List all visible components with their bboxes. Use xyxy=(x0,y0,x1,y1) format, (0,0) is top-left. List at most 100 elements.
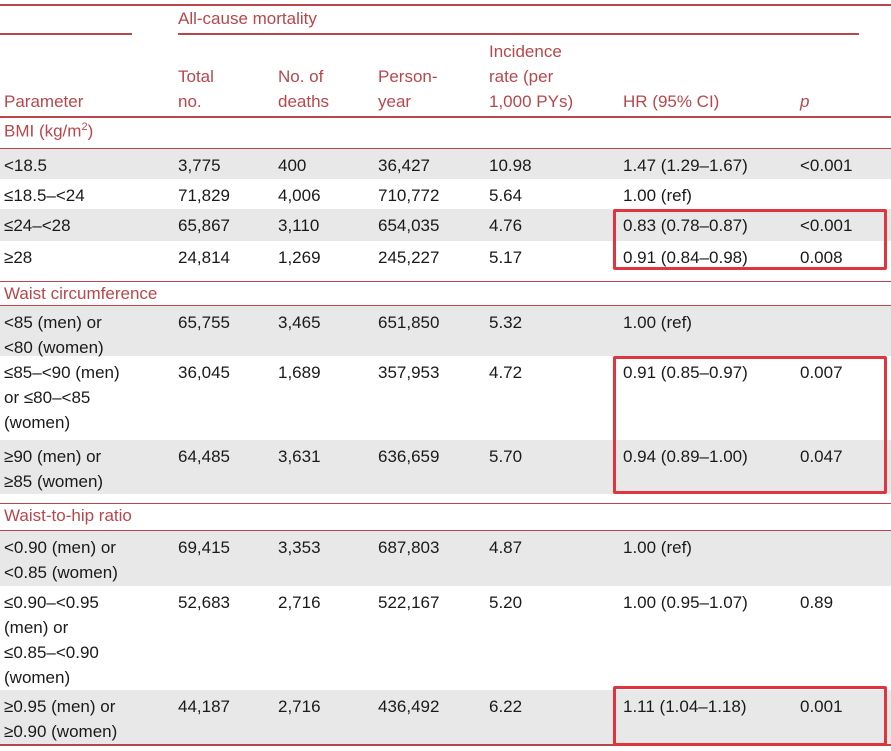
cell-person-year: 636,659 xyxy=(378,447,440,466)
section-row: BMI (kg/m2) xyxy=(0,118,891,149)
cell-hr-95-ci: 0.91 (0.84–0.98) xyxy=(623,248,748,267)
cell-parameter: ≤85–<90 (men) or ≤80–<85 (women) xyxy=(4,363,120,432)
section-label-text: Waist-to-hip ratio xyxy=(4,506,132,525)
column-header-p-value: p xyxy=(800,92,810,111)
cell-hr-95-ci: 1.11 (1.04–1.18) xyxy=(623,697,747,716)
cell-person-year: 522,167 xyxy=(378,593,440,612)
cell-person-year: 687,803 xyxy=(378,538,440,557)
column-header-hr-95-ci: HR (95% CI) xyxy=(623,92,720,111)
cell-p-value: 0.89 xyxy=(800,593,834,612)
cell-total-no: 3,775 xyxy=(178,156,221,175)
cell-parameter: ≥28 xyxy=(4,248,33,267)
cell-no-of-deaths: 3,631 xyxy=(278,447,321,466)
section-label: Waist-to-hip ratio xyxy=(4,506,132,526)
cell-incidence-rate: 5.17 xyxy=(489,248,523,267)
column-header-total-no: Total no. xyxy=(178,67,214,111)
cell-no-of-deaths: 2,716 xyxy=(278,593,321,612)
cell-parameter: <85 (men) or <80 (women) xyxy=(4,313,104,357)
header-bottom-rule xyxy=(0,116,891,118)
cell-no-of-deaths: 3,465 xyxy=(278,313,321,332)
cell-hr-95-ci: 0.83 (0.78–0.87) xyxy=(623,216,748,235)
cell-parameter: ≤24–<28 xyxy=(4,216,71,235)
cell-no-of-deaths: 400 xyxy=(278,156,307,175)
cell-person-year: 710,772 xyxy=(378,186,440,205)
cell-hr-95-ci: 1.00 (0.95–1.07) xyxy=(623,593,748,612)
cell-person-year: 357,953 xyxy=(378,363,440,382)
cell-parameter: <0.90 (men) or <0.85 (women) xyxy=(4,538,118,582)
cell-incidence-rate: 4.87 xyxy=(489,538,523,557)
cell-hr-95-ci: 1.47 (1.29–1.67) xyxy=(623,156,748,175)
column-header-incidence-rate: Incidence rate (per 1,000 PYs) xyxy=(489,42,574,111)
cell-no-of-deaths: 3,110 xyxy=(278,216,320,235)
cell-total-no: 24,814 xyxy=(178,248,230,267)
cell-total-no: 65,755 xyxy=(178,313,230,332)
cell-no-of-deaths: 1,689 xyxy=(278,363,321,382)
cell-parameter: ≤18.5–<24 xyxy=(4,186,85,205)
column-header-parameter: Parameter xyxy=(4,92,84,111)
cell-p-value: 0.047 xyxy=(800,447,843,466)
section-divider xyxy=(0,530,891,531)
cell-p-value: 0.008 xyxy=(800,248,843,267)
cell-incidence-rate: 5.64 xyxy=(489,186,523,205)
cell-p-value: 0.001 xyxy=(800,697,843,716)
cell-total-no: 52,683 xyxy=(178,593,230,612)
cell-incidence-rate: 5.20 xyxy=(489,593,523,612)
cell-no-of-deaths: 3,353 xyxy=(278,538,321,557)
section-label-tail: ) xyxy=(87,121,94,141)
section-label-text: Waist circumference xyxy=(4,284,158,303)
section-label-text: BMI (kg/m xyxy=(4,121,82,141)
cell-parameter: ≤0.90–<0.95 (men) or ≤0.85–<0.90 (women) xyxy=(4,593,99,687)
cell-incidence-rate: 4.76 xyxy=(489,216,523,235)
highlight-box-whr xyxy=(613,686,887,746)
cell-person-year: 245,227 xyxy=(378,248,440,267)
cell-parameter: ≥90 (men) or ≥85 (women) xyxy=(4,447,104,491)
cell-p-value: <0.001 xyxy=(800,216,853,235)
cell-hr-95-ci: 1.00 (ref) xyxy=(623,538,692,557)
table-row: <0.90 (men) or <0.85 (women) 69,415 3,353 6… xyxy=(0,531,891,586)
cell-person-year: 36,427 xyxy=(378,156,430,175)
section-divider xyxy=(0,503,891,504)
cell-incidence-rate: 5.70 xyxy=(489,447,523,466)
cell-incidence-rate: 5.32 xyxy=(489,313,523,332)
cell-parameter: <18.5 xyxy=(4,156,48,175)
cell-hr-95-ci: 0.91 (0.85–0.97) xyxy=(623,363,748,382)
cell-person-year: 651,850 xyxy=(378,313,440,332)
cell-total-no: 65,867 xyxy=(178,216,230,235)
column-header-person-year: Person- year xyxy=(378,67,438,111)
section-divider xyxy=(0,281,891,282)
parameter-column-rule xyxy=(0,33,132,35)
table-row: <85 (men) or <80 (women) 65,755 3,465 651,8… xyxy=(0,306,891,357)
cell-hr-95-ci: 1.00 (ref) xyxy=(623,313,692,332)
table-row: ≤24–<28 65,867 3,110 654,035 4.76 0.83 (0.78–… xyxy=(0,209,891,241)
cell-no-of-deaths: 2,716 xyxy=(278,697,321,716)
cell-total-no: 36,045 xyxy=(178,363,230,382)
cell-hr-95-ci: 0.94 (0.89–1.00) xyxy=(623,447,748,466)
table-row: ≥90 (men) or ≥85 (women) 64,485 3,631 636,6… xyxy=(0,440,891,494)
section-row: Waist circumference xyxy=(0,281,891,306)
cell-total-no: 44,187 xyxy=(178,697,230,716)
cell-total-no: 71,829 xyxy=(178,186,230,205)
cell-no-of-deaths: 1,269 xyxy=(278,248,321,267)
column-header-no-of-deaths: No. of deaths xyxy=(278,67,330,111)
cell-p-value: <0.001 xyxy=(800,156,853,175)
table-row: ≤18.5–<24 71,829 4,006 710,772 5.64 1.00 (ref… xyxy=(0,179,891,209)
cell-person-year: 436,492 xyxy=(378,697,440,716)
section-label: BMI (kg/m2) xyxy=(4,121,93,142)
cell-incidence-rate: 4.72 xyxy=(489,363,523,382)
section-divider xyxy=(0,305,891,306)
cell-total-no: 64,485 xyxy=(178,447,230,466)
bottom-rule xyxy=(0,744,891,746)
table-row: ≥0.95 (men) or ≥0.90 (women) 44,187 2,716 4… xyxy=(0,690,891,744)
cell-incidence-rate: 10.98 xyxy=(489,156,532,175)
cell-no-of-deaths: 4,006 xyxy=(278,186,321,205)
section-label-superscript: 2 xyxy=(81,121,88,133)
table-row: <18.5 3,775 400 36,427 10.98 1.47 (1.29–1.67)… xyxy=(0,149,891,179)
section-label: Waist circumference xyxy=(4,284,157,304)
cell-hr-95-ci: 1.00 (ref) xyxy=(623,186,692,205)
top-rule xyxy=(0,4,891,6)
cell-parameter: ≥0.95 (men) or ≥0.90 (women) xyxy=(4,697,118,741)
cell-incidence-rate: 6.22 xyxy=(489,697,523,716)
group-header: All-cause mortality xyxy=(178,9,317,28)
section-row: Waist-to-hip ratio xyxy=(0,503,891,531)
table-row: ≤0.90–<0.95 (men) or ≤0.85–<0.90 (women)… xyxy=(0,586,891,690)
